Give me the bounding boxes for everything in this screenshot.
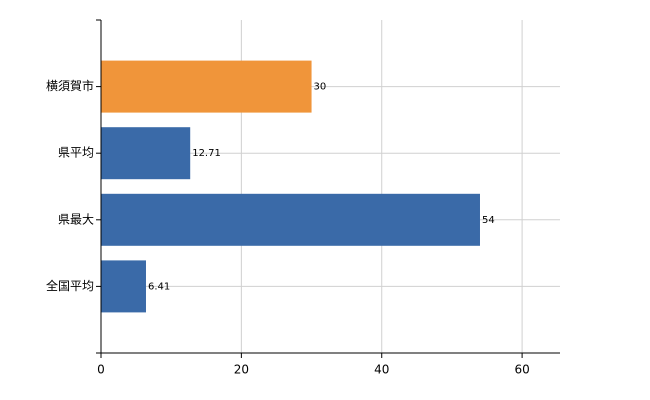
bar <box>101 193 480 246</box>
value-label: 30 <box>314 82 327 93</box>
x-tick-label: 20 <box>234 363 249 377</box>
x-tick-label: 0 <box>97 363 105 377</box>
y-tick-label: 全国平均 <box>46 278 94 293</box>
x-tick-label: 60 <box>514 363 529 377</box>
y-tick-label: 横須賀市 <box>46 78 94 93</box>
value-label: 12.71 <box>192 148 221 159</box>
bar <box>101 60 312 113</box>
bar <box>101 127 191 180</box>
y-tick-label: 県平均 <box>58 146 94 160</box>
x-tick-label: 40 <box>374 363 389 377</box>
value-label: 54 <box>482 215 495 226</box>
bar <box>101 260 146 313</box>
value-label: 6.41 <box>148 281 170 292</box>
y-tick-label: 県最大 <box>58 212 94 226</box>
